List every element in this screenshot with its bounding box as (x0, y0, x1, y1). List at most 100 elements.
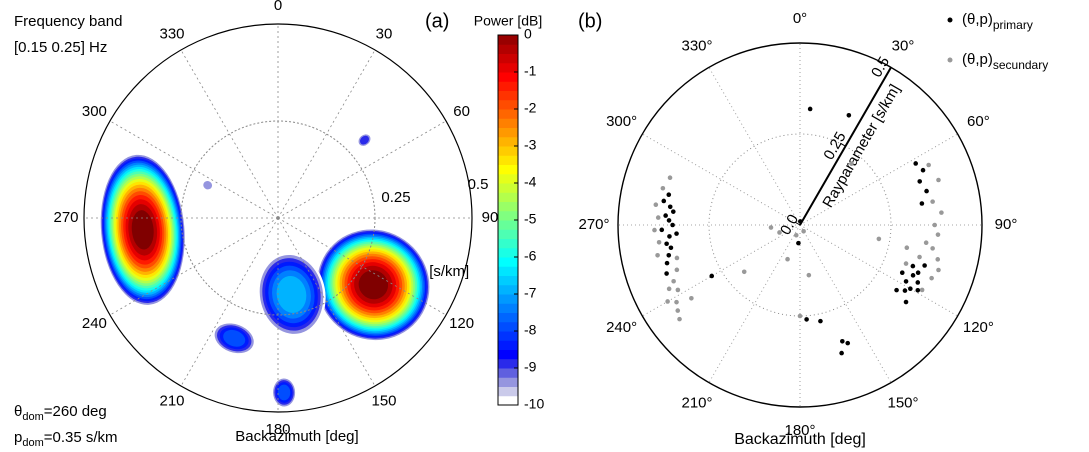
point (932, 222, 937, 228)
point (664, 271, 669, 276)
colorbar-tick-label: -4 (524, 174, 537, 190)
point (675, 287, 681, 293)
heat-blob (357, 133, 372, 148)
point (935, 232, 941, 237)
grid-line (642, 133, 801, 226)
grid-line (180, 49, 279, 219)
subscript: dom (22, 411, 43, 423)
point (915, 280, 921, 285)
colorbar-step (498, 247, 518, 258)
colorbar-step (498, 99, 518, 110)
grid-line (109, 217, 279, 316)
x-axis-label: Backazimuth [deg] (235, 428, 358, 445)
legend-subscript: secundary (993, 58, 1048, 72)
r-tick-label: 0.25 (381, 189, 410, 206)
point (655, 252, 660, 258)
point (903, 299, 909, 305)
grid-line (180, 217, 279, 387)
point (840, 338, 845, 344)
colorbar-step (498, 284, 518, 295)
point (936, 177, 941, 183)
theta-tick-label: 150° (887, 394, 918, 411)
annotation: [0.15 0.25] Hz (14, 39, 107, 56)
point (671, 278, 676, 284)
point (667, 234, 672, 239)
colorbar-step (498, 118, 518, 128)
point (660, 185, 666, 191)
point (674, 299, 679, 305)
annotation: θdom=260 deg (14, 403, 107, 423)
theta-tick-label: 240° (606, 319, 637, 336)
grid-line (799, 224, 892, 383)
point (806, 272, 812, 278)
colorbar-step (498, 136, 518, 147)
point (768, 225, 774, 230)
point (785, 256, 790, 262)
x-axis-label: Backazimuth [deg] (734, 431, 866, 448)
theta-tick-label: 150 (371, 393, 396, 410)
point (667, 175, 673, 180)
colorbar-tick-label: -8 (524, 322, 537, 338)
theta-tick-label: 60° (967, 113, 990, 130)
point (902, 288, 908, 293)
grid-line (708, 224, 801, 383)
colorbar-step (498, 266, 518, 276)
point (804, 317, 809, 322)
point (913, 161, 919, 166)
point (876, 236, 882, 242)
point (801, 229, 806, 234)
legend-entry: (θ,p)secundary (962, 51, 1048, 72)
point (919, 201, 925, 206)
point (798, 219, 803, 224)
point (910, 273, 916, 278)
heat-blob (212, 321, 256, 355)
theta-tick-label: 30 (376, 25, 393, 42)
point (920, 167, 926, 173)
colorbar-step (498, 294, 518, 304)
colorbar-step (498, 155, 518, 165)
point (935, 257, 941, 262)
colorbar-step (498, 146, 518, 156)
polar-frame (617, 42, 983, 408)
point (904, 245, 910, 251)
colorbar-tick-label: -9 (524, 359, 537, 375)
theta-tick-label: 0° (793, 10, 807, 27)
r-tick (794, 221, 801, 226)
colorbar-tick-label: -3 (524, 137, 537, 153)
point (664, 241, 669, 247)
point (653, 202, 659, 208)
colorbar-tick-label: -10 (524, 396, 544, 412)
colorbar-step (498, 395, 518, 406)
colorbar-step (498, 62, 518, 73)
point (793, 232, 799, 238)
colorbar-step (498, 229, 518, 239)
point (849, 161, 854, 166)
colorbar-step (498, 303, 518, 313)
point (922, 263, 927, 268)
point (923, 240, 929, 246)
colorbar-step (498, 321, 518, 332)
symbol: p (14, 429, 22, 446)
point (670, 209, 676, 214)
point (917, 254, 922, 260)
legend-subscript: primary (993, 18, 1033, 32)
colorbar-step (498, 72, 518, 82)
legend-name: (θ,p) (962, 51, 993, 68)
point (689, 295, 694, 301)
symbol: θ (14, 403, 22, 420)
point (929, 275, 934, 281)
point (936, 267, 941, 273)
colorbar-step (498, 127, 518, 138)
colorbar-step (498, 368, 518, 378)
legend-marker (947, 17, 953, 23)
point (661, 198, 667, 204)
colorbar-step (498, 220, 518, 230)
colorbar-step (498, 331, 518, 341)
point (675, 308, 681, 313)
point (926, 162, 931, 168)
point (777, 230, 782, 235)
colorbar-tick-label: -6 (524, 248, 537, 264)
point (797, 313, 803, 319)
colorbar-step (498, 358, 518, 369)
